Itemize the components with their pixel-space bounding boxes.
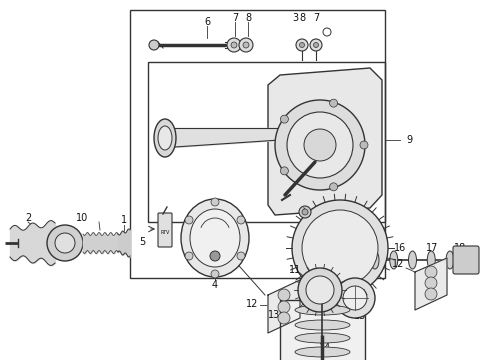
Ellipse shape — [371, 251, 379, 269]
Text: 16: 16 — [334, 217, 346, 227]
Circle shape — [298, 268, 342, 312]
Text: 8: 8 — [245, 13, 251, 23]
Circle shape — [306, 276, 334, 304]
Bar — [280, 300, 365, 360]
Circle shape — [231, 42, 237, 48]
Text: 11: 11 — [289, 265, 301, 275]
Text: 2: 2 — [25, 213, 31, 223]
Circle shape — [343, 286, 367, 310]
Circle shape — [330, 99, 338, 107]
Polygon shape — [268, 280, 300, 333]
Circle shape — [302, 209, 308, 215]
Circle shape — [185, 252, 193, 260]
Circle shape — [310, 39, 322, 51]
Circle shape — [302, 210, 378, 286]
Text: 3: 3 — [292, 13, 298, 23]
Text: 16: 16 — [394, 243, 406, 253]
Circle shape — [330, 183, 338, 191]
Circle shape — [185, 216, 193, 224]
Circle shape — [299, 42, 304, 48]
Text: 4: 4 — [212, 280, 218, 290]
Circle shape — [211, 198, 219, 206]
Text: 6: 6 — [204, 17, 210, 27]
Circle shape — [275, 100, 365, 190]
Text: 5: 5 — [139, 237, 145, 247]
Text: 17: 17 — [426, 243, 438, 253]
Circle shape — [55, 233, 75, 253]
Text: 7: 7 — [313, 13, 319, 23]
Ellipse shape — [295, 320, 350, 330]
Ellipse shape — [295, 347, 350, 357]
Text: 9: 9 — [406, 135, 412, 145]
Circle shape — [278, 289, 290, 301]
FancyBboxPatch shape — [158, 213, 172, 247]
Ellipse shape — [295, 305, 350, 315]
Circle shape — [243, 42, 249, 48]
Text: 1: 1 — [121, 215, 127, 225]
Ellipse shape — [181, 199, 249, 277]
Circle shape — [360, 141, 368, 149]
Circle shape — [227, 38, 241, 52]
Circle shape — [237, 216, 245, 224]
Polygon shape — [268, 68, 382, 215]
FancyBboxPatch shape — [453, 246, 479, 274]
Ellipse shape — [158, 126, 172, 150]
Text: 12: 12 — [245, 299, 258, 309]
Ellipse shape — [427, 251, 435, 269]
Text: 18: 18 — [454, 243, 466, 253]
Ellipse shape — [390, 251, 398, 269]
Circle shape — [280, 115, 289, 123]
Text: 13: 13 — [268, 310, 280, 320]
Circle shape — [237, 252, 245, 260]
Circle shape — [425, 288, 437, 300]
Text: 12: 12 — [392, 259, 404, 269]
Text: 15: 15 — [354, 311, 366, 321]
Circle shape — [314, 42, 318, 48]
Circle shape — [299, 206, 311, 218]
Bar — [148, 62, 385, 222]
Circle shape — [304, 129, 336, 161]
Circle shape — [425, 266, 437, 278]
Circle shape — [47, 225, 83, 261]
Ellipse shape — [190, 209, 240, 267]
Circle shape — [149, 40, 159, 50]
Circle shape — [296, 39, 308, 51]
Text: 7: 7 — [232, 13, 238, 23]
Ellipse shape — [446, 251, 454, 269]
Circle shape — [211, 270, 219, 278]
Bar — [130, 10, 385, 278]
Circle shape — [239, 38, 253, 52]
Circle shape — [210, 251, 220, 261]
Circle shape — [278, 312, 290, 324]
Polygon shape — [415, 258, 447, 310]
Text: 8: 8 — [299, 13, 305, 23]
Ellipse shape — [295, 333, 350, 343]
Circle shape — [280, 167, 289, 175]
Text: RTV: RTV — [160, 230, 170, 234]
Circle shape — [292, 200, 388, 296]
Circle shape — [287, 112, 353, 178]
Circle shape — [335, 278, 375, 318]
Circle shape — [425, 277, 437, 289]
Circle shape — [278, 301, 290, 313]
Ellipse shape — [409, 251, 416, 269]
Text: 10: 10 — [76, 213, 88, 223]
Ellipse shape — [154, 119, 176, 157]
Text: 14: 14 — [319, 343, 331, 353]
